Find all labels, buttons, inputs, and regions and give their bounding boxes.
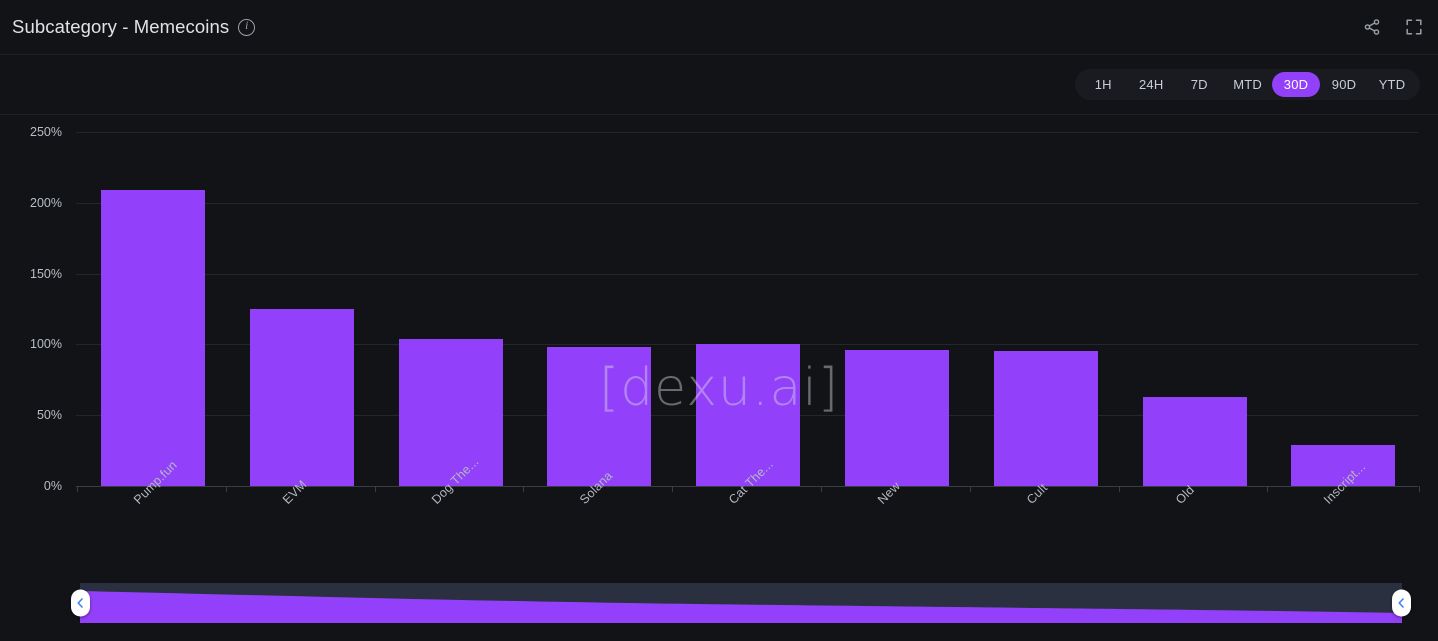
- range-button-ytd[interactable]: YTD: [1378, 77, 1406, 92]
- brush-area-chart: [80, 591, 1402, 623]
- x-axis-tick: [1267, 486, 1269, 492]
- bar-2[interactable]: [398, 338, 503, 486]
- brush-handle-right[interactable]: [1392, 589, 1411, 617]
- range-button-7d[interactable]: 7D: [1190, 77, 1208, 92]
- info-icon[interactable]: i: [238, 18, 256, 36]
- range-button-24h[interactable]: 24H: [1139, 77, 1164, 92]
- page-title: Subcategory - Memecoins: [12, 16, 230, 37]
- x-axis-tick: [1419, 486, 1421, 492]
- x-axis-tick: [1118, 486, 1120, 492]
- header-actions: [1362, 17, 1424, 37]
- y-axis-tick-label: 100%: [30, 337, 62, 352]
- chevron-left-icon: [1398, 598, 1404, 608]
- x-axis-tick: [77, 486, 78, 492]
- x-axis-line: [76, 486, 1418, 487]
- gridline: [76, 131, 1418, 133]
- plot-area: 0% 50% 100% 150% 200% 250% Pump.fun EVM Dog The…: [0, 115, 1438, 570]
- x-axis-tick: [225, 486, 227, 492]
- range-button-30d[interactable]: 30D: [1272, 72, 1320, 97]
- bar-1[interactable]: [249, 309, 354, 486]
- range-button-mtd[interactable]: MTD: [1233, 77, 1262, 92]
- range-brush[interactable]: [71, 583, 1411, 623]
- x-axis-tick: [969, 486, 971, 492]
- bar-4[interactable]: [696, 344, 801, 486]
- range-button-1h[interactable]: 1H: [1094, 77, 1112, 92]
- y-axis-tick-label: 250%: [30, 124, 62, 139]
- range-button-90d[interactable]: 90D: [1331, 77, 1357, 92]
- bar-6[interactable]: [993, 351, 1098, 486]
- widget-header: Subcategory - Memecoins i: [0, 0, 1438, 55]
- gridline: [76, 202, 1418, 204]
- bar-5[interactable]: [845, 350, 949, 486]
- time-range-selector: 1H 24H 7D MTD 30D 90D YTD: [1075, 69, 1420, 100]
- chevron-left-icon: [77, 598, 83, 608]
- y-axis-tick-label: 150%: [30, 266, 62, 281]
- bar-3[interactable]: [547, 347, 652, 486]
- x-axis-tick: [374, 486, 376, 492]
- y-axis-tick-label: 200%: [30, 195, 62, 210]
- title-group: Subcategory - Memecoins i: [12, 16, 256, 38]
- brush-handle-left[interactable]: [71, 589, 90, 617]
- y-axis-tick-label: 0%: [43, 479, 62, 493]
- chart-toolbar: 1H 24H 7D MTD 30D 90D YTD: [0, 55, 1438, 115]
- gridline: [76, 273, 1418, 275]
- x-axis-tick: [821, 486, 822, 492]
- bar-7[interactable]: [1142, 396, 1247, 486]
- brush-track[interactable]: [80, 583, 1402, 623]
- y-axis-tick-label: 50%: [36, 408, 62, 423]
- share-icon[interactable]: [1362, 17, 1382, 37]
- x-axis-tick: [672, 486, 674, 492]
- x-axis-tick: [523, 486, 525, 492]
- bar-8[interactable]: [1291, 444, 1396, 486]
- fullscreen-icon[interactable]: [1404, 17, 1424, 37]
- bar-0[interactable]: [101, 190, 205, 486]
